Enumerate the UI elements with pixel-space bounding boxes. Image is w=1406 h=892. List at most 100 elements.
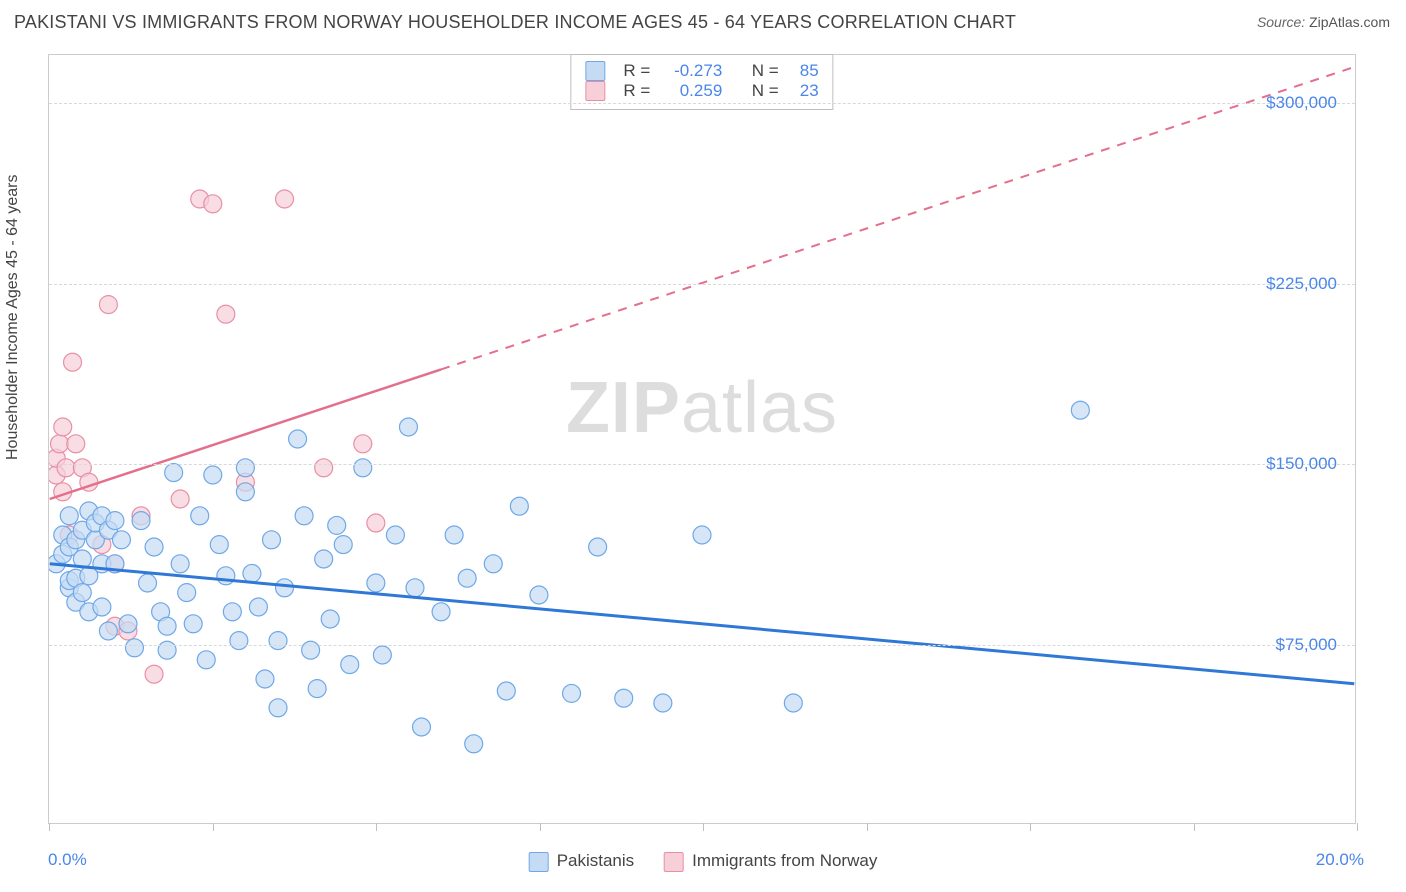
- data-point-a: [145, 538, 163, 556]
- source-attribution: Source: ZipAtlas.com: [1257, 14, 1390, 30]
- x-tick: [213, 823, 214, 831]
- x-tick: [703, 823, 704, 831]
- data-point-a: [126, 639, 144, 657]
- data-point-a: [99, 622, 117, 640]
- data-point-a: [204, 466, 222, 484]
- data-point-a: [484, 555, 502, 573]
- data-point-b: [315, 459, 333, 477]
- grid-line: [49, 103, 1355, 104]
- data-point-a: [334, 536, 352, 554]
- data-point-a: [249, 598, 267, 616]
- x-tick: [1194, 823, 1195, 831]
- data-point-a: [236, 483, 254, 501]
- plot-area: R = -0.273 N = 85 R = 0.259 N = 23 ZIPat…: [48, 54, 1356, 824]
- data-point-a: [563, 684, 581, 702]
- legend-bottom: Pakistanis Immigrants from Norway: [529, 851, 878, 872]
- data-point-a: [367, 574, 385, 592]
- data-point-a: [276, 579, 294, 597]
- data-point-b: [217, 305, 235, 323]
- y-axis-label: Householder Income Ages 45 - 64 years: [4, 175, 22, 461]
- x-tick: [867, 823, 868, 831]
- legend-item-b: Immigrants from Norway: [664, 851, 877, 872]
- y-tick-label: $150,000: [1266, 454, 1337, 474]
- data-point-a: [106, 512, 124, 530]
- data-point-a: [693, 526, 711, 544]
- data-point-a: [217, 567, 235, 585]
- data-point-a: [654, 694, 672, 712]
- swatch-legend-a: [529, 852, 549, 872]
- data-point-b: [51, 435, 69, 453]
- data-point-a: [132, 512, 150, 530]
- data-point-a: [112, 531, 130, 549]
- data-point-a: [354, 459, 372, 477]
- data-point-a: [615, 689, 633, 707]
- data-point-a: [432, 603, 450, 621]
- data-point-a: [341, 656, 359, 674]
- data-point-a: [171, 555, 189, 573]
- data-point-a: [295, 507, 313, 525]
- grid-line: [49, 645, 1355, 646]
- data-point-a: [263, 531, 281, 549]
- y-tick-label: $75,000: [1276, 635, 1337, 655]
- data-point-a: [158, 617, 176, 635]
- data-point-a: [784, 694, 802, 712]
- legend-label-b: Immigrants from Norway: [692, 851, 877, 870]
- data-point-a: [236, 459, 254, 477]
- data-point-a: [373, 646, 391, 664]
- chart-title: PAKISTANI VS IMMIGRANTS FROM NORWAY HOUS…: [14, 12, 1016, 33]
- data-point-b: [171, 490, 189, 508]
- data-point-a: [184, 615, 202, 633]
- data-point-a: [308, 680, 326, 698]
- data-point-a: [191, 507, 209, 525]
- data-point-a: [406, 579, 424, 597]
- data-point-b: [367, 514, 385, 532]
- x-tick: [540, 823, 541, 831]
- data-point-a: [510, 497, 528, 515]
- data-point-a: [210, 536, 228, 554]
- data-point-a: [413, 718, 431, 736]
- x-tick: [1357, 823, 1358, 831]
- y-tick-label: $225,000: [1266, 274, 1337, 294]
- data-point-a: [139, 574, 157, 592]
- x-tick: [49, 823, 50, 831]
- data-point-a: [60, 507, 78, 525]
- data-point-b: [64, 353, 82, 371]
- data-point-a: [165, 464, 183, 482]
- legend-item-a: Pakistanis: [529, 851, 634, 872]
- x-axis-max-label: 20.0%: [1316, 850, 1364, 870]
- data-point-a: [119, 615, 137, 633]
- data-point-a: [465, 735, 483, 753]
- data-point-a: [223, 603, 241, 621]
- data-point-a: [497, 682, 515, 700]
- x-axis-min-label: 0.0%: [48, 850, 87, 870]
- data-point-a: [178, 584, 196, 602]
- data-point-a: [315, 550, 333, 568]
- data-point-b: [99, 296, 117, 314]
- data-point-a: [1071, 401, 1089, 419]
- data-point-a: [386, 526, 404, 544]
- data-point-a: [269, 632, 287, 650]
- x-tick: [376, 823, 377, 831]
- data-point-b: [54, 418, 72, 436]
- x-tick: [1030, 823, 1031, 831]
- data-point-b: [276, 190, 294, 208]
- data-point-a: [289, 430, 307, 448]
- y-tick-label: $300,000: [1266, 93, 1337, 113]
- data-point-a: [399, 418, 417, 436]
- data-point-b: [145, 665, 163, 683]
- grid-line: [49, 284, 1355, 285]
- data-point-a: [73, 584, 91, 602]
- data-point-a: [230, 632, 248, 650]
- data-point-a: [243, 564, 261, 582]
- data-point-a: [589, 538, 607, 556]
- data-point-a: [321, 610, 339, 628]
- data-point-a: [93, 598, 111, 616]
- data-point-a: [256, 670, 274, 688]
- data-point-b: [354, 435, 372, 453]
- swatch-legend-b: [664, 852, 684, 872]
- grid-line: [49, 464, 1355, 465]
- trend-line-dashed-b: [441, 67, 1354, 369]
- legend-label-a: Pakistanis: [557, 851, 634, 870]
- data-point-b: [67, 435, 85, 453]
- source-value: ZipAtlas.com: [1309, 14, 1390, 30]
